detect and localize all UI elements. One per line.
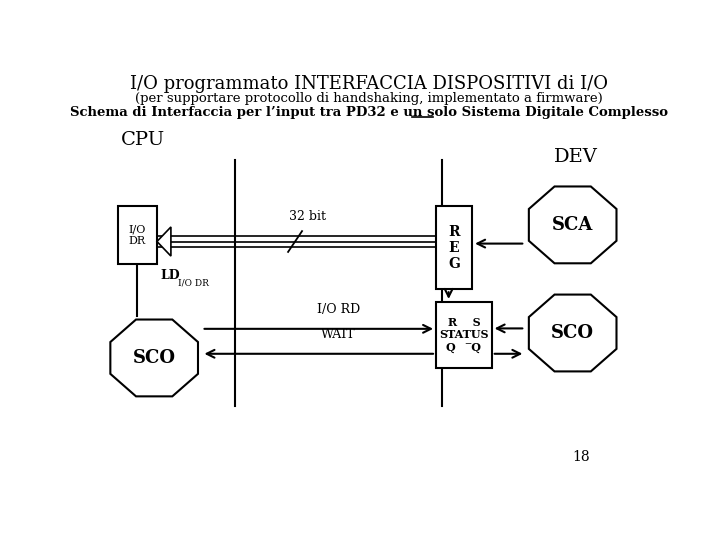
Text: 32 bit: 32 bit	[289, 210, 326, 223]
Text: SCO: SCO	[552, 324, 594, 342]
Text: I/O RD: I/O RD	[317, 303, 360, 316]
Text: I/O
DR: I/O DR	[129, 225, 146, 246]
Text: SCA: SCA	[552, 216, 593, 234]
Text: R    S
STATUS
Q    ̅Q: R S STATUS Q ̅Q	[439, 316, 489, 354]
Text: Schema di Interfaccia per l’input tra PD32 e un solo Sistema Digitale Complesso: Schema di Interfaccia per l’input tra PD…	[70, 106, 668, 119]
Polygon shape	[157, 227, 171, 256]
Bar	[436, 206, 472, 289]
Text: DEV: DEV	[554, 148, 598, 166]
Bar	[118, 206, 157, 265]
Polygon shape	[529, 295, 616, 372]
Text: SCO: SCO	[132, 349, 176, 367]
Text: I/O programmato INTERFACCIA DISPOSITIVI di I/O: I/O programmato INTERFACCIA DISPOSITIVI …	[130, 75, 608, 93]
Text: R
E
G: R E G	[448, 225, 460, 271]
Text: WAIT: WAIT	[321, 328, 356, 341]
Text: (per supportare protocollo di handshaking, implementato a firmware): (per supportare protocollo di handshakin…	[135, 92, 603, 105]
Text: I/O DR: I/O DR	[178, 279, 209, 288]
Polygon shape	[529, 186, 616, 264]
Text: CPU: CPU	[121, 131, 165, 150]
Text: LD: LD	[161, 268, 181, 281]
Bar	[436, 302, 492, 368]
Text: 18: 18	[572, 450, 590, 464]
Polygon shape	[110, 320, 198, 396]
